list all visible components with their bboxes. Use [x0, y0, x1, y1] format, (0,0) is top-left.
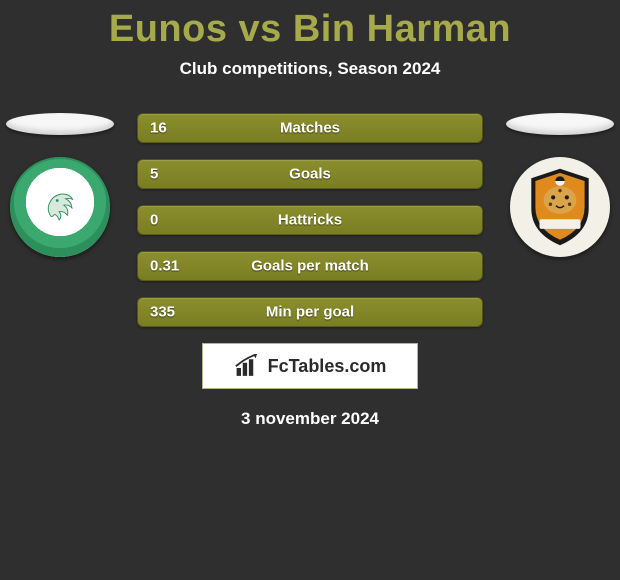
stat-row-goals-per-match: 0.31 Goals per match [137, 251, 483, 281]
player-slot-right [506, 113, 614, 135]
player-slot-left [6, 113, 114, 135]
chart-icon [234, 354, 262, 378]
brand-box: FcTables.com [202, 343, 418, 389]
comparison-content: 16 Matches 5 Goals 0 Hattricks 0.31 Goal… [0, 113, 620, 429]
team-badge-right [510, 157, 610, 257]
stat-row-matches: 16 Matches [137, 113, 483, 143]
team-badge-left [10, 157, 110, 257]
date-text: 3 november 2024 [137, 409, 483, 429]
stats-column: 16 Matches 5 Goals 0 Hattricks 0.31 Goal… [137, 113, 483, 429]
eagle-icon [37, 184, 83, 230]
stat-label: Matches [280, 120, 340, 137]
stat-value-left: 335 [150, 304, 175, 321]
stat-row-hattricks: 0 Hattricks [137, 205, 483, 235]
page-title: Eunos vs Bin Harman [0, 0, 620, 51]
cheetah-shield-icon [525, 166, 595, 248]
stat-value-left: 0.31 [150, 258, 179, 275]
stat-label: Goals [289, 166, 331, 183]
stat-row-goals: 5 Goals [137, 159, 483, 189]
subtitle: Club competitions, Season 2024 [0, 59, 620, 79]
stat-value-left: 16 [150, 120, 167, 137]
stat-label: Goals per match [251, 258, 369, 275]
stat-value-left: 0 [150, 212, 158, 229]
stat-row-min-per-goal: 335 Min per goal [137, 297, 483, 327]
stat-value-left: 5 [150, 166, 158, 183]
stat-label: Min per goal [266, 304, 354, 321]
stat-label: Hattricks [278, 212, 342, 229]
brand-text: FcTables.com [268, 356, 387, 377]
